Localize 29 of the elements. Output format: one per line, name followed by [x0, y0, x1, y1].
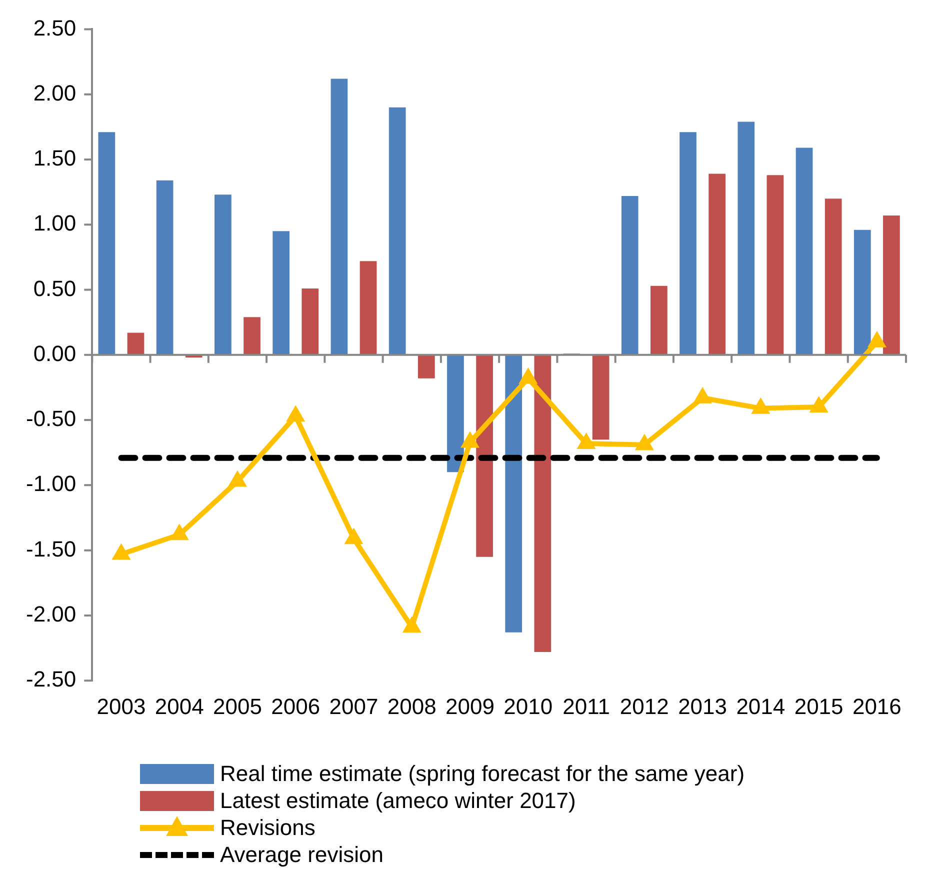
y-tick-label: -0.50: [26, 406, 76, 432]
x-tick-label: 2010: [504, 694, 553, 719]
legend-label: Latest estimate (ameco winter 2017): [220, 788, 576, 814]
x-tick-label: 2005: [213, 694, 262, 719]
y-tick-label: 0.00: [33, 340, 76, 366]
x-tick-label: 2003: [96, 694, 146, 719]
x-tick-label: 2007: [329, 694, 378, 719]
x-tick-label: 2012: [620, 694, 669, 719]
y-tick-label: 2.00: [33, 80, 76, 106]
x-tick-label: 2009: [446, 694, 494, 719]
legend-label: Average revision: [220, 842, 384, 868]
y-tick-label: -2.00: [26, 602, 76, 627]
y-tick-label: 1.00: [33, 210, 76, 236]
x-tick-label: 2014: [736, 694, 786, 719]
x-tick-label: 2008: [387, 694, 436, 719]
y-tick-label: 2.50: [33, 15, 76, 40]
x-tick-label: 2015: [794, 694, 844, 719]
legend-label: Real time estimate (spring forecast for the same year): [220, 760, 745, 786]
y-tick-label: 0.50: [33, 276, 76, 301]
y-tick-label: -1.50: [26, 536, 76, 562]
x-tick-label: 2013: [678, 694, 728, 719]
y-tick-label: 1.50: [33, 146, 76, 171]
y-tick-label: -1.00: [26, 471, 76, 496]
x-tick-label: 2006: [271, 694, 320, 719]
x-tick-label: 2011: [562, 694, 610, 719]
y-tick-label: -2.50: [26, 666, 76, 692]
legend-label: Revisions: [220, 814, 316, 840]
x-tick-label: 2004: [154, 694, 204, 719]
x-tick-label: 2016: [852, 694, 902, 719]
